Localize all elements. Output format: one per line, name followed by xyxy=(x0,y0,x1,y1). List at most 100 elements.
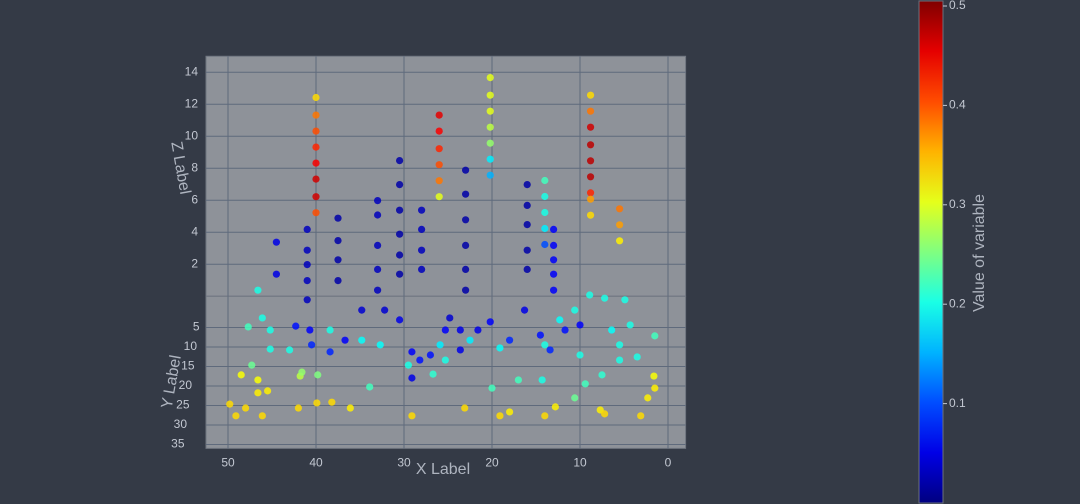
point xyxy=(237,371,245,379)
point xyxy=(308,341,316,349)
point xyxy=(374,265,382,273)
point xyxy=(303,261,311,269)
point xyxy=(486,123,494,131)
point xyxy=(435,145,443,153)
point xyxy=(546,346,554,354)
point xyxy=(254,389,262,397)
y-tick-label: 30 xyxy=(174,417,188,431)
point xyxy=(232,412,240,420)
colorbar-title: Value of variable xyxy=(971,194,988,312)
point xyxy=(561,326,569,334)
colorbar-tick-label: 0.5 xyxy=(949,0,966,12)
point xyxy=(456,346,464,354)
point xyxy=(506,336,514,344)
point xyxy=(341,336,349,344)
point xyxy=(242,404,250,412)
point xyxy=(292,322,300,330)
point xyxy=(541,240,549,249)
point xyxy=(486,139,494,147)
point xyxy=(446,314,454,322)
point xyxy=(474,326,482,334)
point xyxy=(334,256,342,264)
point xyxy=(541,208,549,217)
point xyxy=(616,237,624,245)
point xyxy=(608,326,616,334)
point xyxy=(486,107,494,115)
point xyxy=(358,336,366,344)
point xyxy=(496,412,504,420)
point xyxy=(550,241,558,249)
point xyxy=(441,356,449,364)
point xyxy=(266,345,274,353)
z-tick-label: 4 xyxy=(191,224,198,238)
point xyxy=(644,394,652,402)
z-tick-label: 14 xyxy=(185,64,199,78)
z-tick-label: 6 xyxy=(191,192,198,206)
point xyxy=(586,107,595,115)
point xyxy=(303,225,311,233)
point xyxy=(496,344,504,352)
point xyxy=(462,166,470,174)
point xyxy=(550,225,558,233)
point xyxy=(462,265,470,273)
point xyxy=(486,155,494,163)
point xyxy=(328,398,336,406)
point xyxy=(258,314,266,322)
point xyxy=(520,306,529,314)
point xyxy=(486,91,494,99)
z-tick-label: 12 xyxy=(185,96,199,110)
point xyxy=(435,193,443,201)
point xyxy=(571,306,579,314)
point xyxy=(486,318,494,326)
point xyxy=(550,286,558,294)
colorbar-tick-label: 0.2 xyxy=(949,296,966,310)
x-tick-label: 40 xyxy=(309,456,323,470)
point xyxy=(426,351,434,359)
point xyxy=(506,408,514,416)
point xyxy=(396,181,404,189)
point xyxy=(312,93,320,102)
point xyxy=(586,123,595,131)
point xyxy=(541,412,549,420)
point xyxy=(396,251,404,259)
point xyxy=(461,404,469,412)
point xyxy=(601,294,609,302)
point xyxy=(366,383,374,391)
point xyxy=(254,286,262,294)
point xyxy=(616,356,624,364)
point xyxy=(374,286,382,294)
point xyxy=(514,376,523,384)
point xyxy=(326,348,334,356)
point xyxy=(326,326,334,334)
point xyxy=(650,372,658,380)
point xyxy=(358,306,366,314)
y-tick-label: 35 xyxy=(171,437,185,451)
point xyxy=(462,241,470,249)
point xyxy=(523,265,531,273)
floor xyxy=(205,295,687,449)
point xyxy=(396,157,404,165)
point xyxy=(396,270,404,278)
colorbar-tick-label: 0.1 xyxy=(949,396,966,410)
point xyxy=(418,206,426,214)
point xyxy=(376,341,384,349)
point xyxy=(586,157,595,165)
point xyxy=(312,127,320,135)
point xyxy=(334,237,342,245)
point xyxy=(556,316,564,324)
point xyxy=(637,412,645,420)
point xyxy=(466,336,474,344)
y-tick-label: 15 xyxy=(181,359,195,373)
point xyxy=(312,209,320,217)
point xyxy=(264,387,272,395)
point xyxy=(312,143,320,151)
point xyxy=(616,221,624,229)
point xyxy=(586,91,595,99)
point xyxy=(571,394,579,402)
point xyxy=(334,214,342,222)
point xyxy=(523,246,531,254)
point xyxy=(626,321,634,329)
point xyxy=(598,371,606,379)
colorbar-tick-label: 0.3 xyxy=(949,197,966,211)
